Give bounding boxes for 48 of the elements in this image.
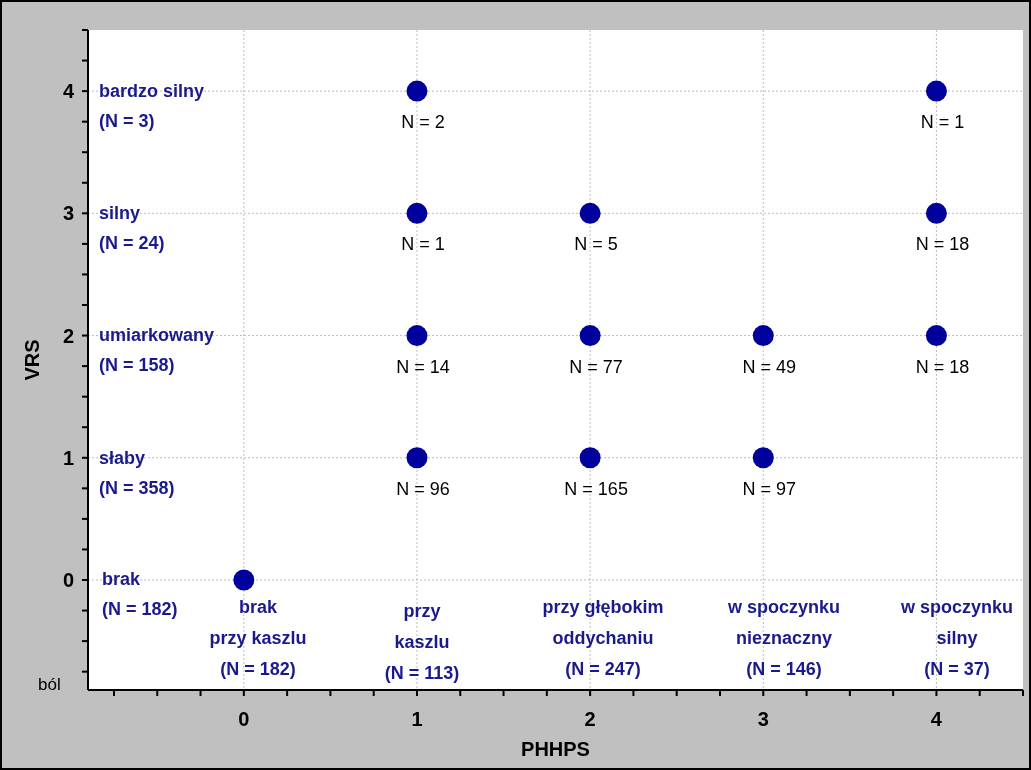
annotation: umiarkowany (N = 158) [99,324,215,377]
point [752,447,774,469]
y-tick-label: 3 [62,202,74,225]
x-tick-label: 2 [584,708,596,731]
annotation: N = 49 [742,356,797,377]
annotation: brak przy kaszlu (N = 182) [208,597,308,681]
y-axis-title: VRS [21,339,44,381]
y-tick-label: 2 [62,324,74,347]
annotation: silny (N = 24) [99,202,165,255]
point [406,447,428,469]
annotation: N = 96 [396,478,450,499]
y-tick-label: 1 [62,446,74,469]
point [925,325,947,347]
annotation: przy kaszlu (N = 113) [383,600,461,685]
x-axis-title: PHHPS [521,738,590,760]
point [406,202,428,224]
x-tick-label: 4 [930,708,943,731]
annotation: w spoczynku nieznaczny (N = 146) [727,596,841,681]
annotation: N = 2 [401,112,445,133]
annotation: N = 165 [564,478,628,499]
x-tick-label: 3 [757,708,769,731]
annotation: N = 77 [569,356,623,377]
annotation: brak (N = 182) [102,568,178,621]
point [579,447,601,469]
x-tick-label: 0 [238,708,250,731]
annotation: N = 97 [742,478,797,499]
y-tick-label: 4 [62,80,75,103]
annotation: N = 1 [920,112,965,133]
point [925,202,947,224]
point [752,325,774,347]
annotation: N = 14 [396,356,450,377]
annotation: słaby (N = 358) [99,447,175,500]
annotation: przy głębokim oddychaniu (N = 247) [541,596,665,681]
point [233,569,255,591]
point [579,325,601,347]
annotation: N = 1 [401,234,445,255]
point [579,202,601,224]
annotation: N = 18 [915,234,970,255]
x-tick-label: 1 [411,708,423,731]
annotation: N = 5 [574,234,618,255]
point [406,80,428,102]
annotation: bardzo silny (N = 3) [99,80,205,133]
annotation: N = 18 [915,356,970,377]
point [406,325,428,347]
annotation: w spoczynku silny (N = 37) [900,596,1014,681]
text: ból [38,674,61,696]
y-tick-label: 0 [62,569,74,592]
point [925,80,947,102]
